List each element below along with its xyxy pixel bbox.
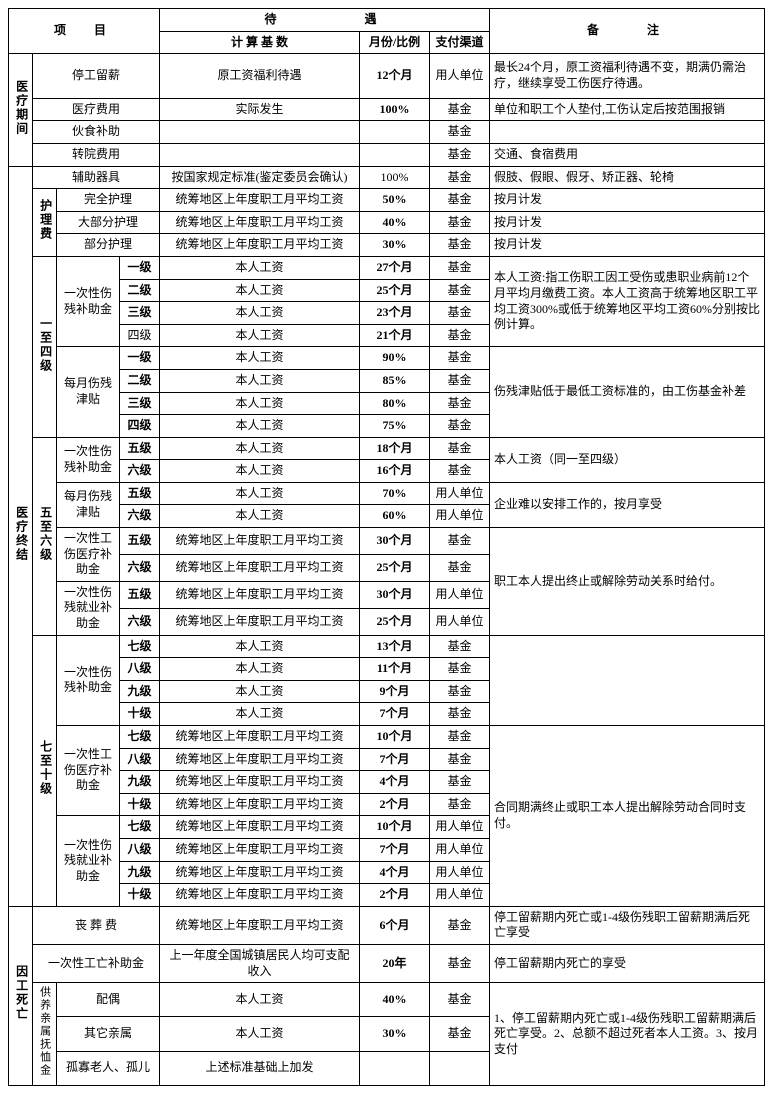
section-medical-end: 医疗终结 — [9, 166, 33, 906]
row-food: 伙食补助 基金 — [9, 121, 765, 144]
item-stop-pay: 停工留薪 — [33, 54, 160, 99]
row-death-once: 一次性工亡补助金 上一年度全国城镇居民人均可支配收入 20年 基金 停工留薪期内… — [9, 944, 765, 982]
row-g14-l1-once: 一至四级 一次性伤残补助金 一级 本人工资 27个月 基金 本人工资:指工伤职工… — [9, 256, 765, 279]
row-full-care: 护理费 完全护理 统筹地区上年度职工月平均工资 50% 基金 按月计发 — [9, 189, 765, 212]
row-stop-pay: 医疗期间 停工留薪 原工资福利待遇 12个月 用人单位 最长24个月，原工资福利… — [9, 54, 765, 99]
row-g56-l5-once: 五至六级 一次性伤残补助金 五级 本人工资 18个月 基金 本人工资（同一至四级… — [9, 437, 765, 460]
sub-g56: 五至六级 — [33, 437, 57, 635]
section-work-death: 因工死亡 — [9, 906, 33, 1085]
benefits-table: 项 目 待 遇 备 注 计 算 基 数 月份/比例 支付渠道 医疗期间 停工留薪… — [8, 8, 765, 1086]
row-funeral: 因工死亡 丧 葬 费 统筹地区上年度职工月平均工资 6个月 基金 停工留薪期内死… — [9, 906, 765, 944]
sub-dep-pension: 供养亲属抚恤金 — [33, 983, 57, 1086]
header-row-1: 项 目 待 遇 备 注 — [9, 9, 765, 32]
row-most-care: 大部分护理 统筹地区上年度职工月平均工资 40% 基金 按月计发 — [9, 211, 765, 234]
hdr-project: 项 目 — [9, 9, 160, 54]
row-g710-l7-once: 七至十级 一次性伤残补助金 七级 本人工资 13个月 基金 — [9, 635, 765, 658]
row-aid: 医疗终结 辅助器具 按国家规定标准(鉴定委员会确认) 100% 基金 假肢、假眼… — [9, 166, 765, 189]
row-part-care: 部分护理 统筹地区上年度职工月平均工资 30% 基金 按月计发 — [9, 234, 765, 257]
item-once-disability-14: 一次性伤残补助金 — [57, 256, 120, 346]
hdr-treatment: 待 遇 — [160, 9, 490, 32]
item-monthly-allow-14: 每月伤残津贴 — [57, 347, 120, 437]
hdr-calc-base: 计 算 基 数 — [160, 31, 360, 54]
sub-g710: 七至十级 — [33, 635, 57, 906]
hdr-month-ratio: 月份/比例 — [360, 31, 430, 54]
row-transfer: 转院费用 基金 交通、食宿费用 — [9, 143, 765, 166]
row-spouse: 供养亲属抚恤金 配偶 本人工资 40% 基金 1、停工留薪期内死亡或1-4级伤残… — [9, 983, 765, 1017]
row-g14-l1-month: 每月伤残津贴 一级 本人工资 90% 基金 伤残津贴低于最低工资标准的，由工伤基… — [9, 347, 765, 370]
sub-nursing: 护理费 — [33, 189, 57, 257]
row-med-fee: 医疗费用 实际发生 100% 基金 单位和职工个人垫付,工伤认定后按范围报销 — [9, 98, 765, 121]
hdr-remark: 备 注 — [490, 9, 765, 54]
sub-g14: 一至四级 — [33, 256, 57, 437]
hdr-channel: 支付渠道 — [430, 31, 490, 54]
section-medical-period: 医疗期间 — [9, 54, 33, 166]
